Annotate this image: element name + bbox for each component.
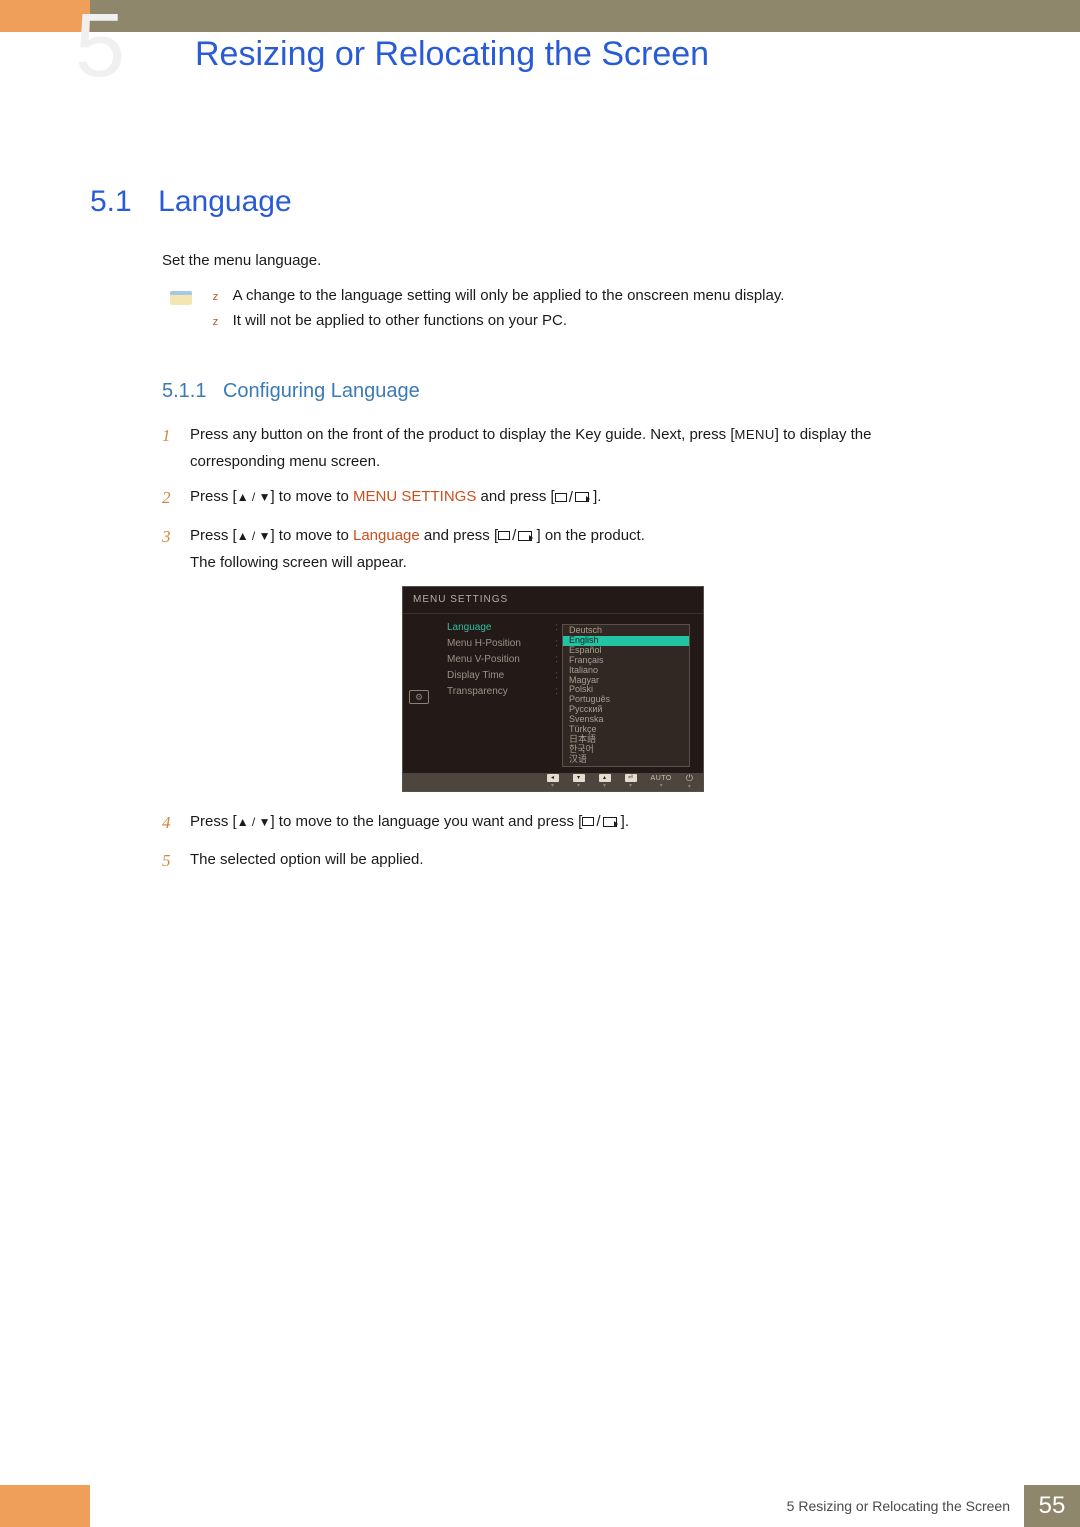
footer: 5 Resizing or Relocating the Screen 55	[0, 1485, 1080, 1527]
step-4: 4 Press [▲ / ▼] to move to the language …	[162, 808, 952, 839]
step-text: Press [▲ / ▼] to move to the language yo…	[190, 808, 629, 839]
note-text-1: A change to the language setting will on…	[233, 287, 785, 304]
note-block: z A change to the language setting will …	[162, 287, 784, 337]
step-number: 1	[162, 421, 190, 475]
osd-up-icon: ▴▾	[599, 774, 611, 789]
up-down-icon: ▲ / ▼	[237, 526, 271, 548]
select-enter-icon: /	[555, 484, 589, 511]
lang-chinese: 汉语	[563, 755, 689, 765]
footer-left-accent	[0, 1485, 90, 1527]
menu-button-label: MENU	[734, 427, 774, 442]
select-enter-icon: /	[498, 522, 532, 549]
note-icon	[170, 291, 192, 305]
step-5: 5 The selected option will be applied.	[162, 846, 952, 877]
step-number: 3	[162, 522, 190, 800]
steps-list: 1 Press any button on the front of the p…	[162, 421, 952, 885]
note-text-2: It will not be applied to other function…	[233, 312, 567, 329]
osd-language-panel: Deutsch English Español Français Italian…	[558, 620, 690, 766]
step-text: Press [▲ / ▼] to move to MENU SETTINGS a…	[190, 483, 601, 514]
footer-chapter-label: 5 Resizing or Relocating the Screen	[787, 1498, 1024, 1514]
osd-button-bar: ◂▾ ▾▾ ▴▾ ⏎▾ AUTO▾ ▾	[403, 773, 703, 791]
osd-language-list: Deutsch English Español Français Italian…	[562, 624, 690, 766]
section-number: 5.1	[90, 185, 132, 218]
bullet-marker: z	[212, 315, 219, 328]
select-enter-icon: /	[582, 808, 616, 835]
footer-right: 5 Resizing or Relocating the Screen 55	[787, 1485, 1080, 1527]
osd-item-language: Language	[447, 620, 558, 636]
subsection-number: 5.1.1	[162, 380, 206, 402]
osd-down-icon: ▾▾	[573, 774, 585, 789]
step-3: 3 Press [▲ / ▼] to move to Language and …	[162, 522, 952, 800]
osd-item-transparency: Transparency	[447, 684, 558, 700]
page-number: 55	[1024, 1485, 1080, 1527]
note-item: z It will not be applied to other functi…	[212, 312, 784, 329]
section-title: Language	[158, 185, 291, 218]
top-banner	[0, 0, 1080, 32]
intro-text: Set the menu language.	[162, 252, 321, 269]
up-down-icon: ▲ / ▼	[237, 487, 271, 509]
osd-title: MENU SETTINGS	[403, 587, 703, 614]
language-label: Language	[353, 527, 420, 544]
osd-power-icon: ▾	[686, 774, 693, 790]
osd-back-icon: ◂▾	[547, 774, 559, 789]
section-heading: 5.1 Language	[90, 185, 292, 219]
step-3-tail: The following screen will appear.	[190, 549, 704, 576]
step-number: 5	[162, 846, 190, 877]
osd-menu: MENU SETTINGS Language Menu H-Position M…	[402, 586, 704, 791]
step-text: Press any button on the front of the pro…	[190, 421, 952, 475]
osd-item-h-position: Menu H-Position	[447, 636, 558, 652]
step-2: 2 Press [▲ / ▼] to move to MENU SETTINGS…	[162, 483, 952, 514]
osd-enter-icon: ⏎▾	[625, 774, 637, 789]
banner-right	[90, 0, 1080, 32]
step-1: 1 Press any button on the front of the p…	[162, 421, 952, 475]
subsection-heading: 5.1.1 Configuring Language	[162, 380, 420, 403]
chapter-number-watermark: 5	[75, 0, 125, 98]
bullet-marker: z	[212, 290, 219, 303]
page-title: Resizing or Relocating the Screen	[195, 35, 709, 74]
settings-icon	[409, 690, 429, 704]
step-text: The selected option will be applied.	[190, 846, 423, 877]
osd-item-display-time: Display Time	[447, 668, 558, 684]
step-number: 4	[162, 808, 190, 839]
osd-auto-button: AUTO▾	[651, 775, 672, 789]
step-text: Press [▲ / ▼] to move to Language and pr…	[190, 522, 704, 800]
subsection-title: Configuring Language	[223, 380, 420, 402]
osd-body: Language Menu H-Position Menu V-Position…	[403, 614, 703, 772]
step-number: 2	[162, 483, 190, 514]
note-item: z A change to the language setting will …	[212, 287, 784, 304]
menu-settings-label: MENU SETTINGS	[353, 488, 476, 505]
osd-item-v-position: Menu V-Position	[447, 652, 558, 668]
up-down-icon: ▲ / ▼	[237, 812, 271, 834]
